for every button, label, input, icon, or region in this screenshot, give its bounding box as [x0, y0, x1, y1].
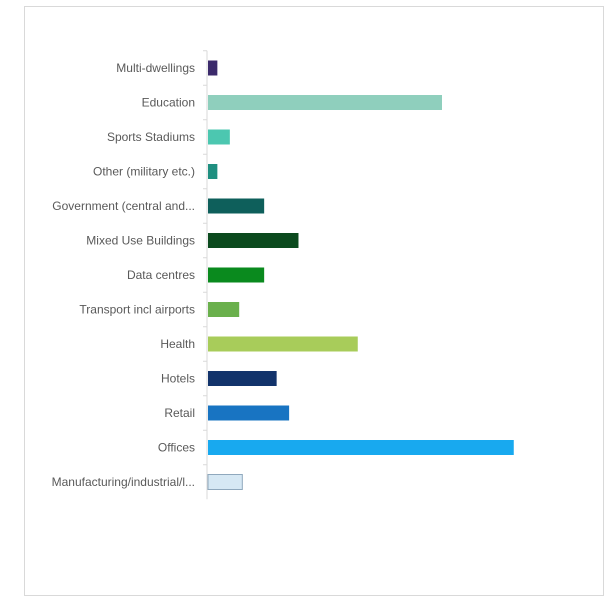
category-label-2: Sports Stadiums	[107, 130, 195, 144]
category-label-8: Health	[160, 337, 195, 351]
bar-9	[208, 371, 277, 386]
category-label-3: Other (military etc.)	[93, 165, 195, 179]
category-label-7: Transport incl airports	[79, 303, 195, 317]
bar-8	[208, 336, 358, 352]
category-label-0: Multi-dwellings	[116, 61, 195, 75]
bar-10	[208, 405, 290, 421]
category-label-11: Offices	[158, 441, 195, 455]
bar-12	[207, 474, 243, 490]
bar-2	[208, 129, 230, 145]
bar-7	[208, 302, 240, 317]
category-label-12: Manufacturing/industrial/l...	[52, 475, 195, 489]
category-label-4: Government (central and...	[52, 199, 195, 213]
category-label-6: Data centres	[127, 268, 195, 282]
category-label-5: Mixed Use Buildings	[86, 234, 195, 248]
category-labels: Multi-dwellings Education Sports Stadiums O…	[52, 50, 207, 489]
bar-11	[208, 440, 514, 455]
bar-chart: Multi-dwellings Education Sports Stadiums O…	[52, 50, 514, 500]
bar-5	[208, 233, 299, 248]
bar-3	[208, 164, 218, 179]
bar-1	[208, 95, 442, 110]
bar-4	[208, 198, 265, 214]
category-label-10: Retail	[164, 406, 195, 420]
bar-6	[208, 267, 265, 283]
category-label-1: Education	[142, 96, 195, 110]
bars-layer	[207, 60, 514, 490]
bar-0	[208, 60, 218, 76]
category-label-9: Hotels	[161, 372, 195, 386]
